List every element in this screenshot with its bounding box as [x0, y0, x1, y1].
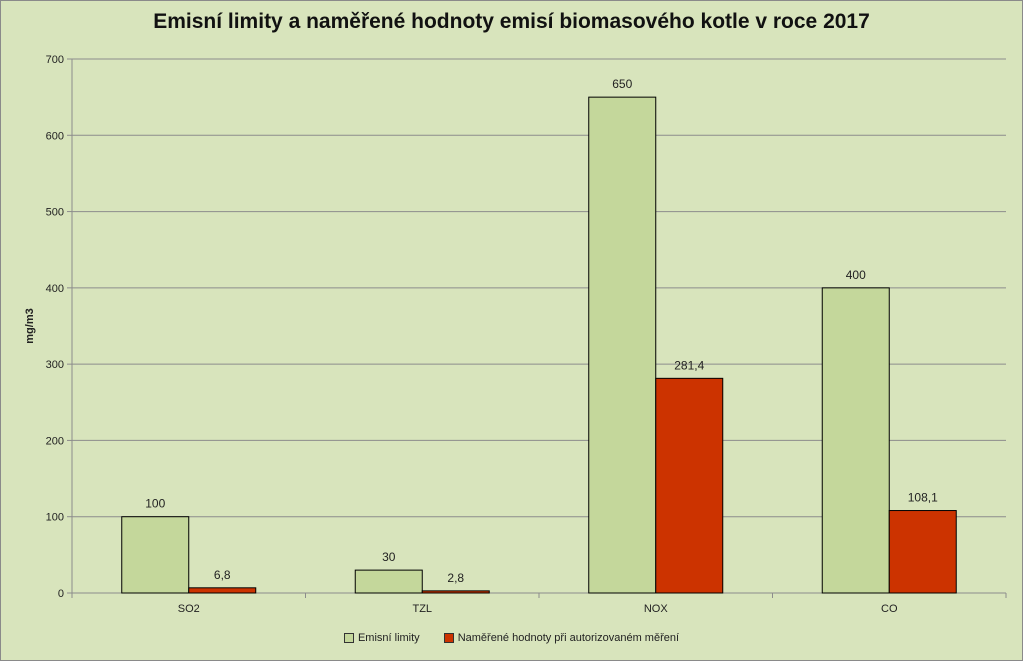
legend-item-measured: Naměřené hodnoty při autorizovaném měřen…: [443, 632, 680, 644]
y-tick-label: 500: [46, 207, 64, 219]
y-tick-label: 200: [46, 435, 64, 447]
legend-swatch-measured: [443, 633, 454, 643]
bar: [421, 590, 490, 594]
y-tick-label: 400: [46, 283, 64, 295]
data-label: 281,4: [674, 358, 704, 372]
y-tick-label: 0: [58, 588, 64, 600]
data-label: 6,8: [214, 568, 231, 582]
x-tick-label: CO: [881, 603, 898, 615]
data-label: 30: [382, 550, 396, 564]
x-tick-label: SO2: [178, 603, 200, 615]
y-tick-label: 600: [46, 130, 64, 142]
legend-item-limits: Emisní limity: [343, 632, 420, 644]
y-axis-title: mg/m3: [24, 308, 36, 343]
data-label: 650: [612, 77, 632, 91]
data-label: 2,8: [447, 571, 464, 585]
y-tick-label: 700: [46, 54, 64, 66]
data-label: 400: [846, 268, 866, 282]
legend-label-limits: Emisní limity: [357, 632, 420, 644]
x-tick-label: NOX: [644, 603, 669, 615]
y-tick-label: 100: [46, 512, 64, 524]
chart-title: Emisní limity a naměřené hodnoty emisí b…: [153, 10, 870, 33]
bar: [354, 569, 423, 594]
x-tick-label: TZL: [412, 603, 432, 615]
data-label: 108,1: [908, 491, 938, 505]
data-label: 100: [145, 497, 165, 511]
bar: [655, 377, 724, 594]
bar: [121, 516, 190, 594]
chart-legend: Emisní limity Naměřené hodnoty při autor…: [0, 632, 1023, 644]
bar: [888, 510, 957, 594]
bar: [821, 287, 890, 594]
y-tick-label: 300: [46, 359, 64, 371]
legend-label-measured: Naměřené hodnoty při autorizovaném měřen…: [457, 632, 680, 644]
legend-swatch-limits: [343, 633, 354, 643]
bar: [188, 587, 257, 594]
bar: [588, 96, 657, 594]
